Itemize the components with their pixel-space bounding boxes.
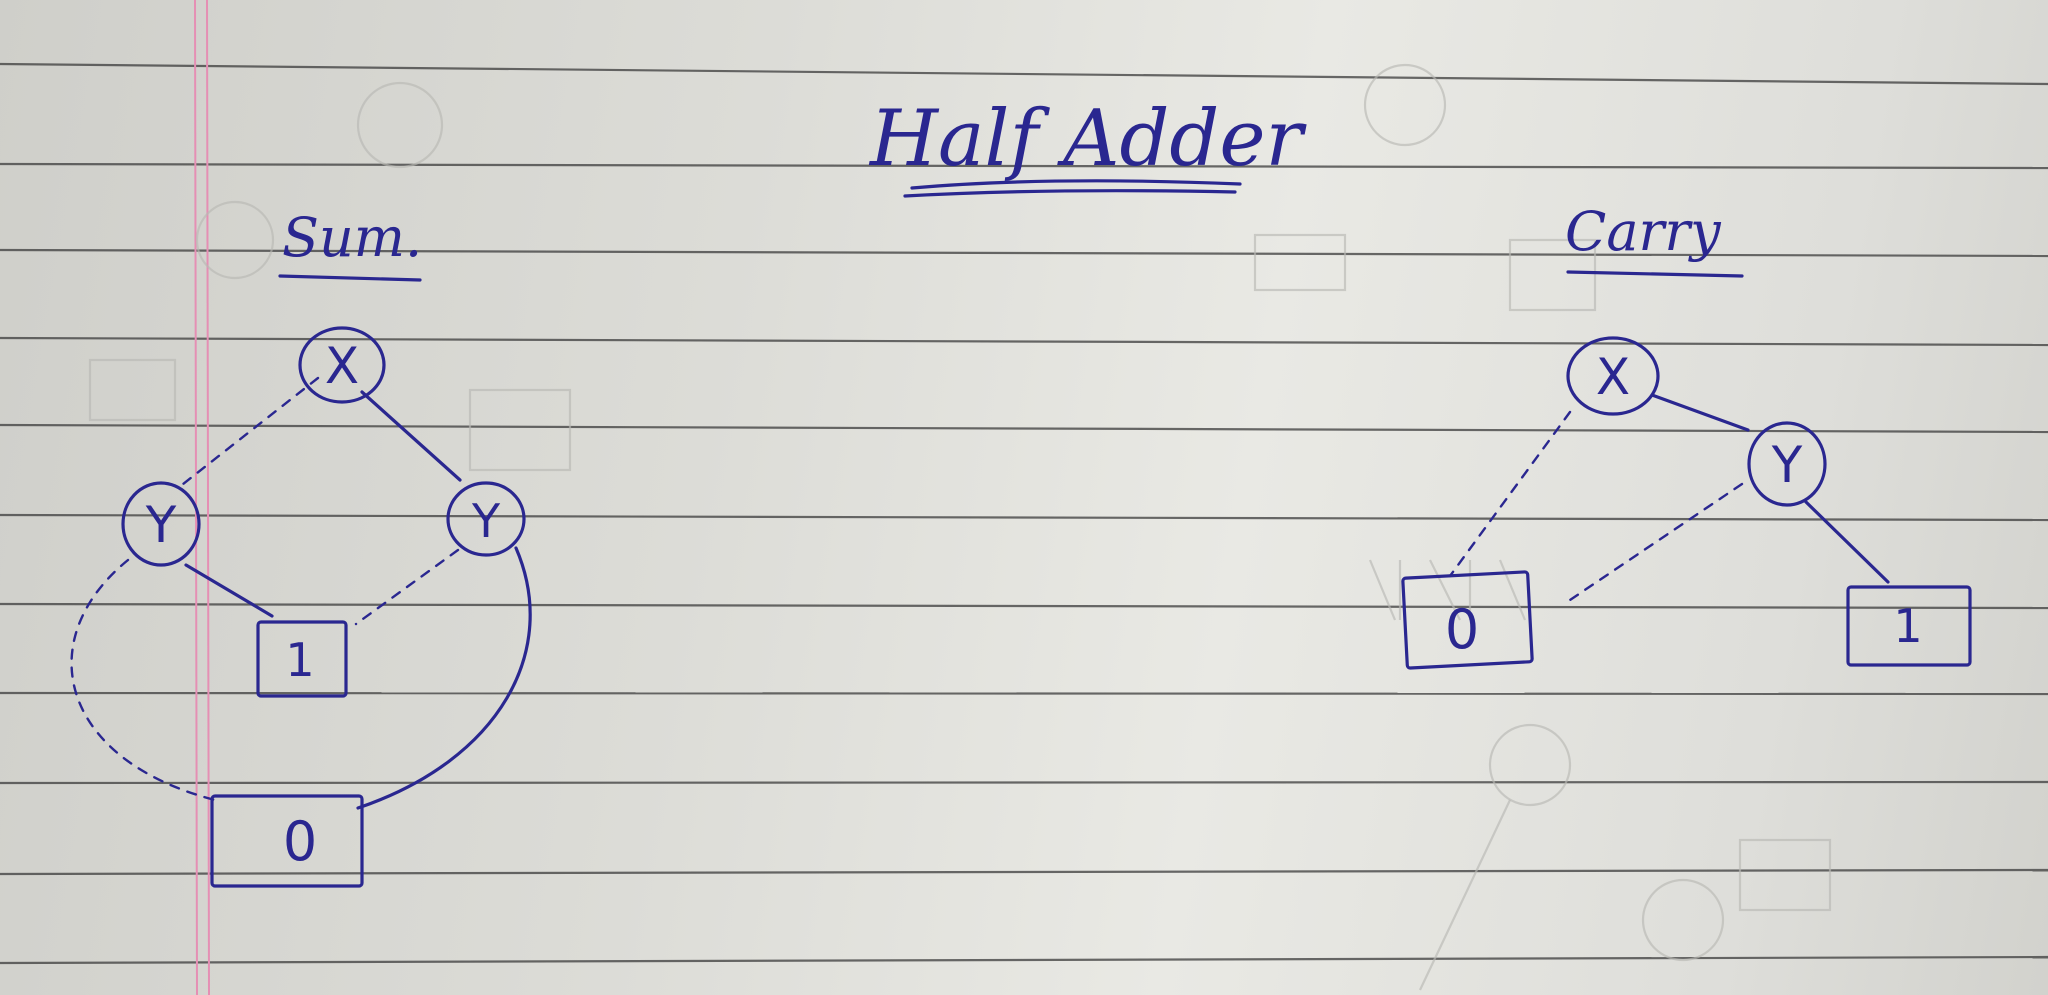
edge-y-to-one-solid	[1804, 500, 1890, 584]
title-underline	[910, 179, 1242, 190]
show-through-marks	[88, 63, 1832, 991]
carry-leaf-one: 1	[1846, 585, 1972, 667]
edge-x-to-zero-dashed	[1448, 410, 1572, 578]
svg-text:1: 1	[285, 633, 314, 687]
edge-y-left-to-one-solid	[184, 563, 274, 618]
edge-y-to-zero-dashed	[1568, 482, 1744, 602]
margin-line	[206, 0, 210, 995]
sum-heading: Sum.	[282, 206, 422, 269]
sum-node-x: X	[298, 326, 386, 404]
svg-text:0: 0	[283, 810, 317, 873]
svg-text:0: 0	[1445, 598, 1479, 661]
svg-text:1: 1	[1893, 599, 1922, 653]
carry-node-y: Y	[1747, 421, 1827, 507]
page-title: Half Adder	[868, 94, 1307, 184]
edge-y-left-to-zero-dashed	[70, 558, 217, 802]
svg-text:Y: Y	[471, 494, 501, 548]
edge-x-to-y-solid	[1650, 393, 1750, 432]
svg-text:Y: Y	[145, 496, 177, 554]
svg-text:X: X	[325, 337, 359, 395]
title-underline	[903, 189, 1237, 198]
ruled-lines	[0, 62, 2048, 965]
edge-x-to-y-left-dashed	[176, 376, 320, 490]
carry-heading-underline	[1566, 270, 1744, 278]
carry-node-x: X	[1566, 336, 1660, 416]
edge-y-right-to-one-dashed	[354, 548, 460, 626]
carry-leaf-zero: 0	[1401, 570, 1534, 670]
edge-y-right-to-zero-solid	[356, 546, 532, 810]
sum-leaf-zero: 0	[210, 794, 364, 888]
svg-text:Y: Y	[1771, 436, 1803, 494]
sum-tree: X Y Y 1 0	[70, 326, 532, 888]
carry-heading: Carry	[1565, 200, 1722, 263]
sum-node-y-right: Y	[446, 481, 526, 557]
carry-tree: X Y 0 1	[1401, 336, 1972, 670]
sum-heading-underline	[278, 274, 422, 282]
svg-text:X: X	[1596, 348, 1630, 406]
sum-leaf-one: 1	[256, 620, 348, 698]
edge-x-to-y-right-solid	[360, 390, 462, 482]
sum-node-y-left: Y	[121, 481, 201, 567]
margin-line	[194, 0, 198, 995]
